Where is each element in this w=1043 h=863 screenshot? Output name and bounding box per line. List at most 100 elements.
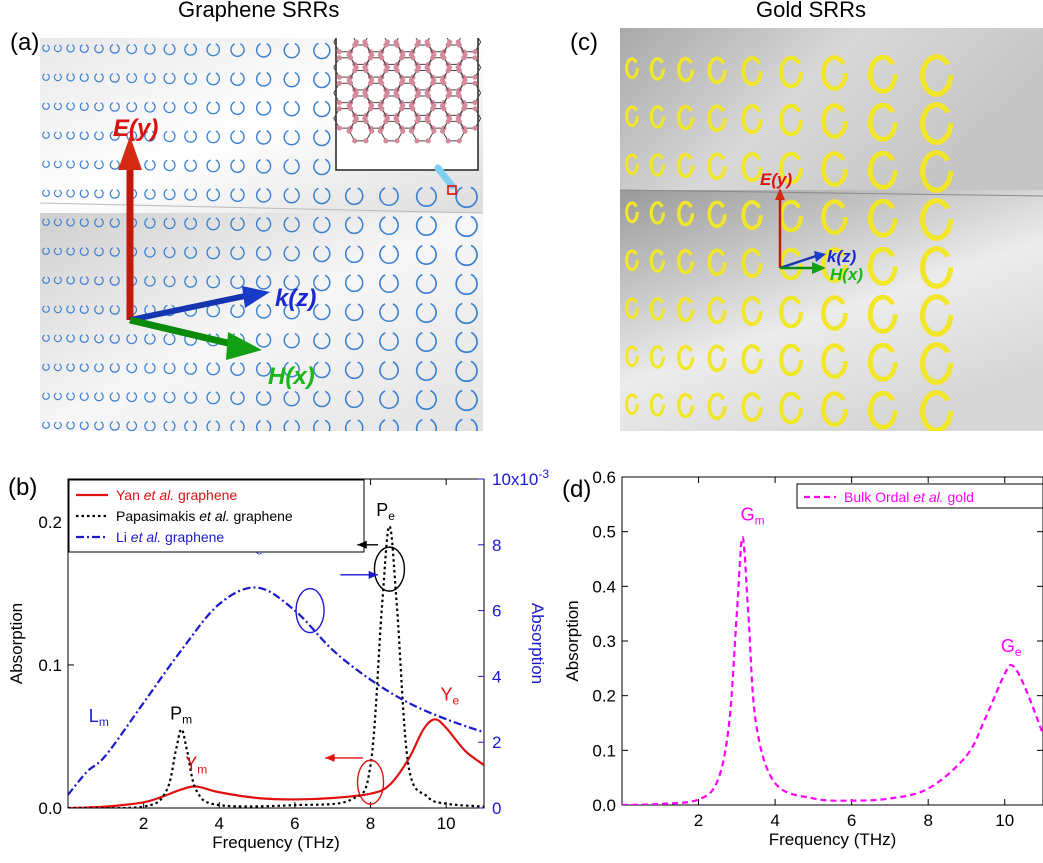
y-axis-label: Absorption <box>563 600 582 681</box>
arrow-head-icon <box>368 570 379 579</box>
graphene-srr-array <box>42 42 478 431</box>
gold-srr-ring <box>920 198 954 241</box>
srr-ring <box>379 245 399 265</box>
carbon-atom <box>336 100 342 106</box>
srr-ring <box>79 421 89 430</box>
srr-ring <box>144 217 156 229</box>
carbon-atom <box>399 80 405 86</box>
papasimakis-axis-ellipse <box>373 546 406 592</box>
srr-ring <box>184 101 197 114</box>
srr-ring <box>126 101 138 113</box>
srr-ring <box>79 44 89 53</box>
carbon-atom <box>336 74 342 80</box>
panel-d-label: (d) <box>562 476 592 503</box>
gold-srr-ring <box>707 248 727 277</box>
srr-ring <box>283 158 300 175</box>
srr-ring <box>255 420 272 431</box>
srr-ring <box>79 102 89 111</box>
carbon-atom <box>394 138 400 144</box>
x-tick-label: 2 <box>694 811 703 830</box>
y-tick-label: 0.0 <box>38 799 62 818</box>
srr-ring <box>379 419 399 431</box>
carbon-atom <box>425 67 431 74</box>
gold-srr-ring <box>677 248 695 275</box>
srr-ring <box>42 218 50 226</box>
gold-srr-ring <box>821 103 848 139</box>
srr-ring <box>379 216 399 236</box>
x-tick-label: 10 <box>995 811 1014 830</box>
srr-ring <box>42 363 50 371</box>
srr-ring <box>79 131 89 140</box>
srr-row <box>42 71 331 89</box>
srr-ring <box>255 101 272 116</box>
gold-srr-ring <box>741 104 763 135</box>
legend-label: Yan et al. graphene <box>116 487 237 503</box>
y-tick-label: 0.1 <box>592 741 616 760</box>
carbon-atom <box>383 118 389 125</box>
srr-row <box>42 273 478 296</box>
srr-ring <box>455 215 478 238</box>
srr-ring <box>415 244 437 265</box>
srr-ring <box>53 392 62 401</box>
gold-srr-ring <box>920 54 954 97</box>
carbon-atom <box>352 93 358 99</box>
legend-label: Li et al. graphene <box>116 529 224 545</box>
srr-ring <box>206 188 220 202</box>
gold-srr-ring <box>625 249 639 272</box>
srr-ring <box>283 42 300 59</box>
gold-srr-ring <box>707 392 727 421</box>
carbon-atom <box>379 106 385 112</box>
carbon-atom <box>430 80 436 86</box>
y-tick-label: 0.2 <box>38 513 62 532</box>
gold-srr-ring <box>677 200 695 227</box>
x-tick-label: 6 <box>290 814 299 833</box>
srr-ring <box>79 276 89 285</box>
gold-srr-ring <box>649 249 666 273</box>
carbon-atom <box>441 106 447 112</box>
srr-ring <box>163 333 176 346</box>
srr-ring <box>283 216 300 233</box>
series-line-0 <box>68 718 484 808</box>
gold-srr-ring <box>625 153 639 176</box>
carbon-atom <box>461 55 467 61</box>
gold-srr-ring <box>867 246 898 286</box>
carbon-atom <box>439 128 446 134</box>
srr-ring <box>42 334 50 342</box>
carbon-atom <box>441 55 447 61</box>
srr-ring <box>163 43 176 56</box>
srr-ring <box>379 332 399 352</box>
peak-label: Ym <box>185 753 207 776</box>
srr-ring <box>255 217 272 232</box>
srr-ring <box>344 419 364 431</box>
srr-ring <box>53 189 62 198</box>
srr-ring <box>455 331 478 354</box>
series-line-1 <box>68 525 484 808</box>
srr-ring <box>42 247 50 255</box>
gold-srr-ring <box>920 246 954 289</box>
srr-ring <box>66 160 75 169</box>
srr-ring <box>313 129 331 147</box>
graphene-srr-scene: E(y) k(z) H(x) <box>40 38 483 431</box>
srr-ring <box>379 361 399 381</box>
carbon-atom <box>445 138 451 144</box>
gold-srr-ring <box>677 344 695 371</box>
gold-srr-ring <box>649 201 666 225</box>
gold-srr-ring <box>677 296 695 323</box>
gold-srr-ring <box>741 296 763 327</box>
carbon-atom <box>394 42 400 48</box>
srr-ring <box>53 102 62 111</box>
y-tick-label: 0.5 <box>592 523 616 542</box>
srr-ring <box>255 188 272 203</box>
gold-srr-ring <box>920 342 954 385</box>
srr-ring <box>79 73 89 82</box>
srr-ring <box>230 304 245 318</box>
gold-srr-row <box>625 342 954 385</box>
srr-ring <box>184 188 197 201</box>
gold-srr-ring <box>677 392 695 419</box>
gold-srr-ring <box>920 294 954 337</box>
srr-ring <box>126 333 138 345</box>
graphene-absorption-chart: 2 4 6 8 10 0.0 0.1 0.2 0 2 4 6 8 10x10-3 Frequency (TH… <box>7 467 549 852</box>
carbon-atom <box>414 93 420 99</box>
srr-ring <box>66 334 75 343</box>
srr-ring <box>126 130 138 142</box>
